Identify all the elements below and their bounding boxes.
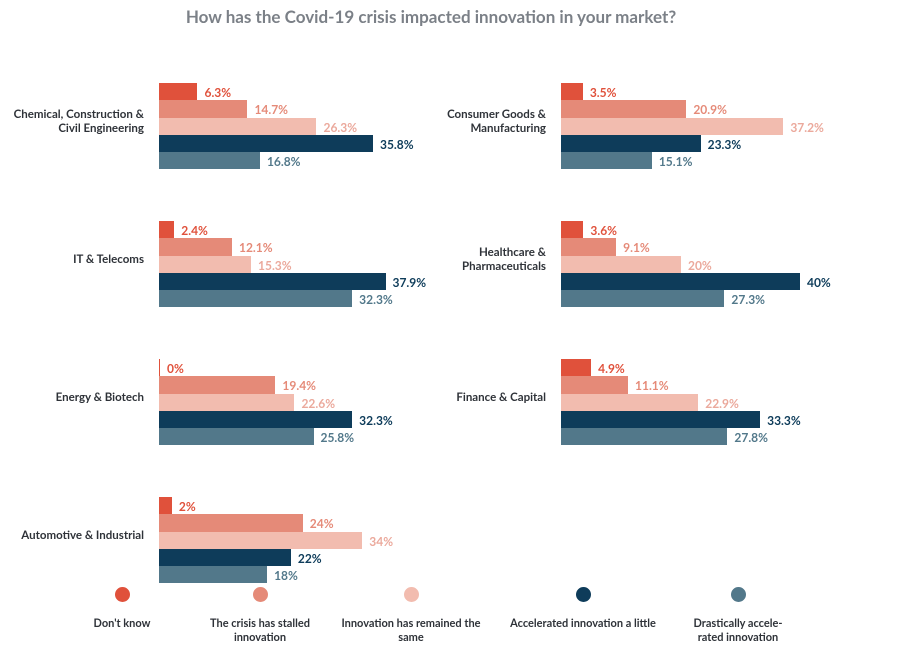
- bar: [159, 134, 373, 153]
- legend-label: Innovation has remained the same: [341, 617, 481, 644]
- legend-label: The crisis has stalled innovation: [210, 617, 310, 644]
- bar: [159, 290, 353, 308]
- bar: [159, 152, 260, 170]
- bar: [561, 290, 725, 308]
- category-label: Healthcare & Pharmaceuticals: [462, 246, 546, 274]
- bar: [159, 221, 175, 239]
- bar: [561, 134, 701, 153]
- value-label: 22%: [297, 550, 322, 566]
- category-label: Automotive & Industrial: [21, 529, 144, 543]
- category-label: Finance & Capital: [456, 391, 546, 405]
- value-label: 27.8%: [734, 430, 768, 446]
- value-label: 0%: [167, 361, 184, 376]
- value-label: 32.3%: [359, 292, 393, 308]
- bar: [159, 497, 172, 515]
- category-label: IT & Telecoms: [73, 253, 144, 267]
- legend-label: Don't know: [93, 617, 151, 630]
- bar: [561, 410, 761, 429]
- bar: [159, 100, 248, 118]
- bar: [561, 255, 681, 273]
- value-label: 15.3%: [258, 257, 292, 273]
- bar: [561, 376, 629, 394]
- value-label: 25.8%: [320, 430, 355, 446]
- bar: [159, 428, 314, 446]
- bar: [561, 100, 687, 118]
- value-label: 37.9%: [392, 274, 427, 290]
- legend-marker: [114, 587, 130, 602]
- bar: [561, 152, 652, 170]
- bar: [159, 272, 386, 291]
- value-label: 3.6%: [590, 223, 618, 238]
- value-label: 6.3%: [204, 85, 232, 100]
- bar: [561, 359, 592, 377]
- bar: [159, 514, 303, 532]
- value-label: 23.3%: [707, 136, 742, 152]
- bar: [561, 272, 800, 291]
- value-label: 40%: [807, 274, 831, 290]
- value-label: 12.1%: [238, 240, 273, 256]
- category-label: Consumer Goods & Manufacturing: [447, 108, 546, 136]
- bar: [159, 238, 232, 256]
- bar: [561, 238, 617, 256]
- bar: [159, 376, 276, 394]
- value-label: 22.6%: [301, 395, 336, 411]
- value-label: 3.5%: [589, 85, 617, 100]
- value-label: 20.9%: [693, 102, 727, 118]
- bar: [561, 393, 699, 411]
- value-label: 20%: [688, 257, 712, 273]
- category-label: Chemical, Construction & Civil Engineeri…: [13, 108, 144, 136]
- legend-label: Accelerated innovation a little: [510, 617, 656, 630]
- value-label: 33.3%: [767, 412, 801, 428]
- bar: [561, 117, 784, 135]
- value-label: 18%: [274, 568, 298, 584]
- value-label: 15.1%: [658, 154, 693, 170]
- value-label: 14.7%: [254, 102, 289, 118]
- legend-marker: [252, 587, 268, 602]
- value-label: 35.8%: [380, 136, 414, 152]
- value-label: 9.1%: [623, 240, 650, 256]
- bar: [561, 221, 584, 239]
- bar: [159, 359, 160, 377]
- bar: [561, 428, 728, 446]
- category-label: Energy & Biotech: [55, 391, 144, 405]
- value-label: 16.8%: [266, 154, 301, 170]
- value-label: 37.2%: [790, 119, 824, 135]
- bar: [159, 255, 252, 273]
- value-label: 11.1%: [635, 378, 669, 394]
- bar: [159, 393, 295, 411]
- value-label: 2.4%: [181, 223, 208, 238]
- value-label: 32.3%: [359, 412, 393, 428]
- legend-marker: [730, 587, 746, 602]
- bar: [159, 117, 317, 135]
- value-label: 19.4%: [282, 378, 316, 394]
- bar: [561, 83, 583, 101]
- bar: [159, 548, 291, 567]
- value-label: 24%: [309, 516, 334, 532]
- bar: [159, 83, 198, 101]
- legend-marker: [403, 587, 419, 602]
- bar: [159, 531, 363, 549]
- value-label: 27.3%: [731, 292, 765, 308]
- value-label: 26.3%: [323, 119, 358, 135]
- value-label: 2%: [178, 499, 196, 514]
- legend-label: Drastically accele-rated innovation: [693, 617, 783, 644]
- legend-marker: [575, 587, 591, 602]
- bar: [159, 410, 353, 429]
- chart-title: How has the Covid-19 crisis impacted inn…: [185, 6, 677, 27]
- value-label: 4.9%: [598, 361, 625, 376]
- bar: [159, 566, 268, 584]
- value-label: 22.9%: [705, 395, 739, 411]
- value-label: 34%: [369, 533, 394, 549]
